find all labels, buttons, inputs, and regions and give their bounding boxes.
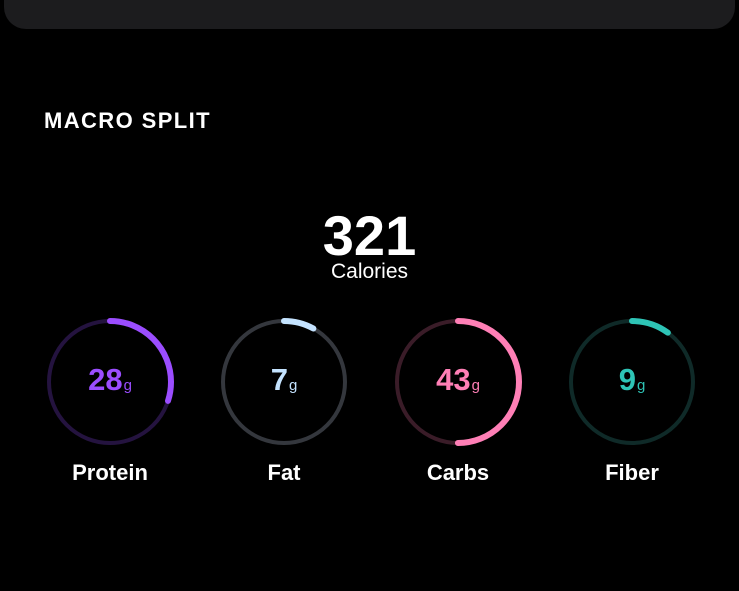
macro-amount: 9	[618, 362, 636, 397]
macro-carbs: 43g Carbs	[392, 316, 524, 486]
macro-unit: g	[288, 377, 298, 394]
macro-amount: 43	[436, 362, 471, 397]
macro-fat: 7g Fat	[218, 316, 350, 486]
macro-ring: 28g	[44, 316, 176, 448]
macro-label: Carbs	[426, 460, 490, 485]
calorie-label: Calories	[330, 260, 409, 283]
macro-ring-graphic	[394, 318, 522, 446]
macro-label: Fat	[267, 460, 301, 485]
section-title: MACRO SPLIT	[44, 108, 211, 133]
macro-ring: 7g	[218, 316, 350, 448]
calorie-value: 321	[322, 204, 417, 267]
top-card	[4, 0, 735, 29]
macro-fiber: 9g Fiber	[566, 316, 698, 486]
calorie-summary: 321 Calories	[0, 205, 739, 283]
macro-ring-graphic	[568, 318, 696, 446]
macro-ring-graphic	[220, 318, 348, 446]
macro-label: Protein	[72, 460, 148, 485]
macro-amount: 28	[88, 362, 123, 397]
macro-unit: g	[471, 377, 480, 394]
macro-value: 7g	[218, 362, 350, 398]
macro-unit: g	[636, 377, 646, 394]
macro-ring-graphic	[46, 318, 174, 446]
macro-ring: 9g	[566, 316, 698, 448]
macro-label: Fiber	[605, 460, 659, 485]
macro-ring: 43g	[392, 316, 524, 448]
macro-value: 9g	[566, 362, 698, 398]
macro-value: 28g	[44, 362, 176, 398]
macro-amount: 7	[270, 362, 288, 397]
macro-value: 43g	[392, 362, 524, 398]
macro-unit: g	[123, 377, 132, 394]
macro-protein: 28g Protein	[44, 316, 176, 486]
